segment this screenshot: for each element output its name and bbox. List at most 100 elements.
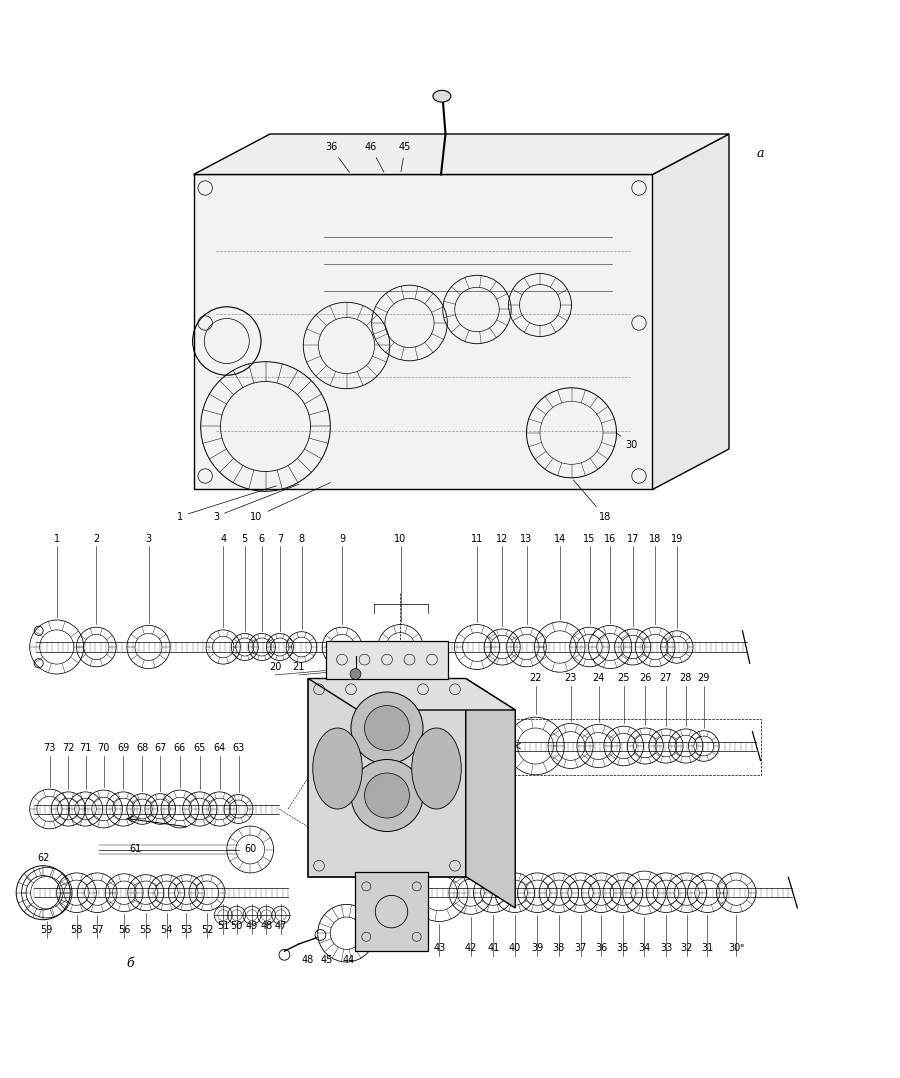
Text: 20: 20 [269,662,282,673]
Text: 38: 38 [553,943,565,953]
Text: 12: 12 [496,534,508,543]
Text: 71: 71 [79,743,92,754]
Text: 45: 45 [320,955,333,965]
Text: 57: 57 [91,925,104,935]
Text: 24: 24 [592,673,605,683]
Text: 7: 7 [277,534,283,543]
Text: 41: 41 [487,943,500,953]
Text: 51: 51 [217,922,230,931]
Text: 35: 35 [616,943,629,953]
Text: 48: 48 [302,955,314,965]
Text: 26: 26 [639,673,652,683]
Text: 32: 32 [680,943,693,953]
Bar [355,872,428,951]
Text: 17: 17 [626,534,639,543]
Text: 54: 54 [160,925,173,935]
Text: 6: 6 [259,534,265,543]
Text: 18: 18 [649,534,662,543]
Text: 29: 29 [698,673,710,683]
Text: 23: 23 [564,673,577,683]
Text: 48: 48 [260,922,273,931]
Circle shape [364,705,410,750]
Text: 46: 46 [364,142,384,172]
Text: 55: 55 [140,925,152,935]
Ellipse shape [313,728,362,808]
Bar [308,678,466,876]
Text: 3: 3 [213,484,299,522]
Text: 66: 66 [174,743,186,754]
Text: 4: 4 [220,534,226,543]
Text: 58: 58 [70,925,83,935]
Text: 53: 53 [180,925,193,935]
Text: 47: 47 [274,922,287,931]
Text: 36: 36 [595,943,608,953]
Text: 70: 70 [97,743,110,754]
Text: 67: 67 [154,743,166,754]
Polygon shape [466,678,515,908]
Text: 37: 37 [574,943,587,953]
Text: 52: 52 [201,925,213,935]
Text: 36: 36 [325,142,349,172]
Text: 30: 30 [616,432,638,450]
Text: 44: 44 [342,955,355,965]
Text: 22: 22 [529,673,542,683]
Text: 64: 64 [213,743,226,754]
Text: 39: 39 [531,943,544,953]
Polygon shape [326,640,448,678]
Text: 14: 14 [554,534,566,543]
Circle shape [364,773,410,818]
Text: 13: 13 [520,534,533,543]
Text: 8: 8 [299,534,304,543]
Text: 34: 34 [638,943,651,953]
Text: 65: 65 [194,743,206,754]
Text: 43: 43 [433,943,446,953]
Text: б: б [127,957,134,970]
Text: 18: 18 [573,480,611,522]
Circle shape [350,668,361,679]
Text: 19: 19 [670,534,683,543]
Text: 1: 1 [54,534,59,543]
Text: 68: 68 [136,743,149,754]
Text: 28: 28 [680,673,692,683]
Text: 11: 11 [471,534,483,543]
Text: 42: 42 [464,943,477,953]
Text: a: a [757,148,764,161]
Text: 33: 33 [660,943,672,953]
Text: 25: 25 [617,673,630,683]
Text: 45: 45 [399,142,411,171]
Text: 62: 62 [37,853,50,863]
Polygon shape [194,134,729,175]
Text: 59: 59 [40,925,53,935]
Text: 63: 63 [232,743,245,754]
Circle shape [351,692,423,764]
Text: 72: 72 [62,743,75,754]
Text: 9: 9 [339,534,345,543]
Bar [502,719,760,775]
Polygon shape [308,678,515,710]
Polygon shape [194,175,652,489]
Text: 40: 40 [508,943,521,953]
Text: 30ᵉ: 30ᵉ [728,943,744,953]
Text: 15: 15 [583,534,596,543]
Ellipse shape [433,91,451,102]
Text: 69: 69 [117,743,130,754]
Text: 3: 3 [146,534,151,543]
Text: 60: 60 [244,844,256,854]
Text: 31: 31 [701,943,714,953]
Text: 5: 5 [242,534,248,543]
Text: 21: 21 [292,662,305,673]
Ellipse shape [412,728,461,808]
Text: 73: 73 [43,743,56,754]
Text: 61: 61 [129,844,141,854]
Text: 10: 10 [250,483,330,522]
Circle shape [351,760,423,831]
Text: 56: 56 [118,925,130,935]
Text: 27: 27 [660,673,672,683]
Text: 50: 50 [230,922,243,931]
Text: 16: 16 [604,534,617,543]
Text: 2: 2 [94,534,99,543]
Text: 1: 1 [177,486,276,522]
Polygon shape [652,134,729,489]
Text: 49: 49 [246,922,258,931]
Text: 10: 10 [394,534,407,543]
